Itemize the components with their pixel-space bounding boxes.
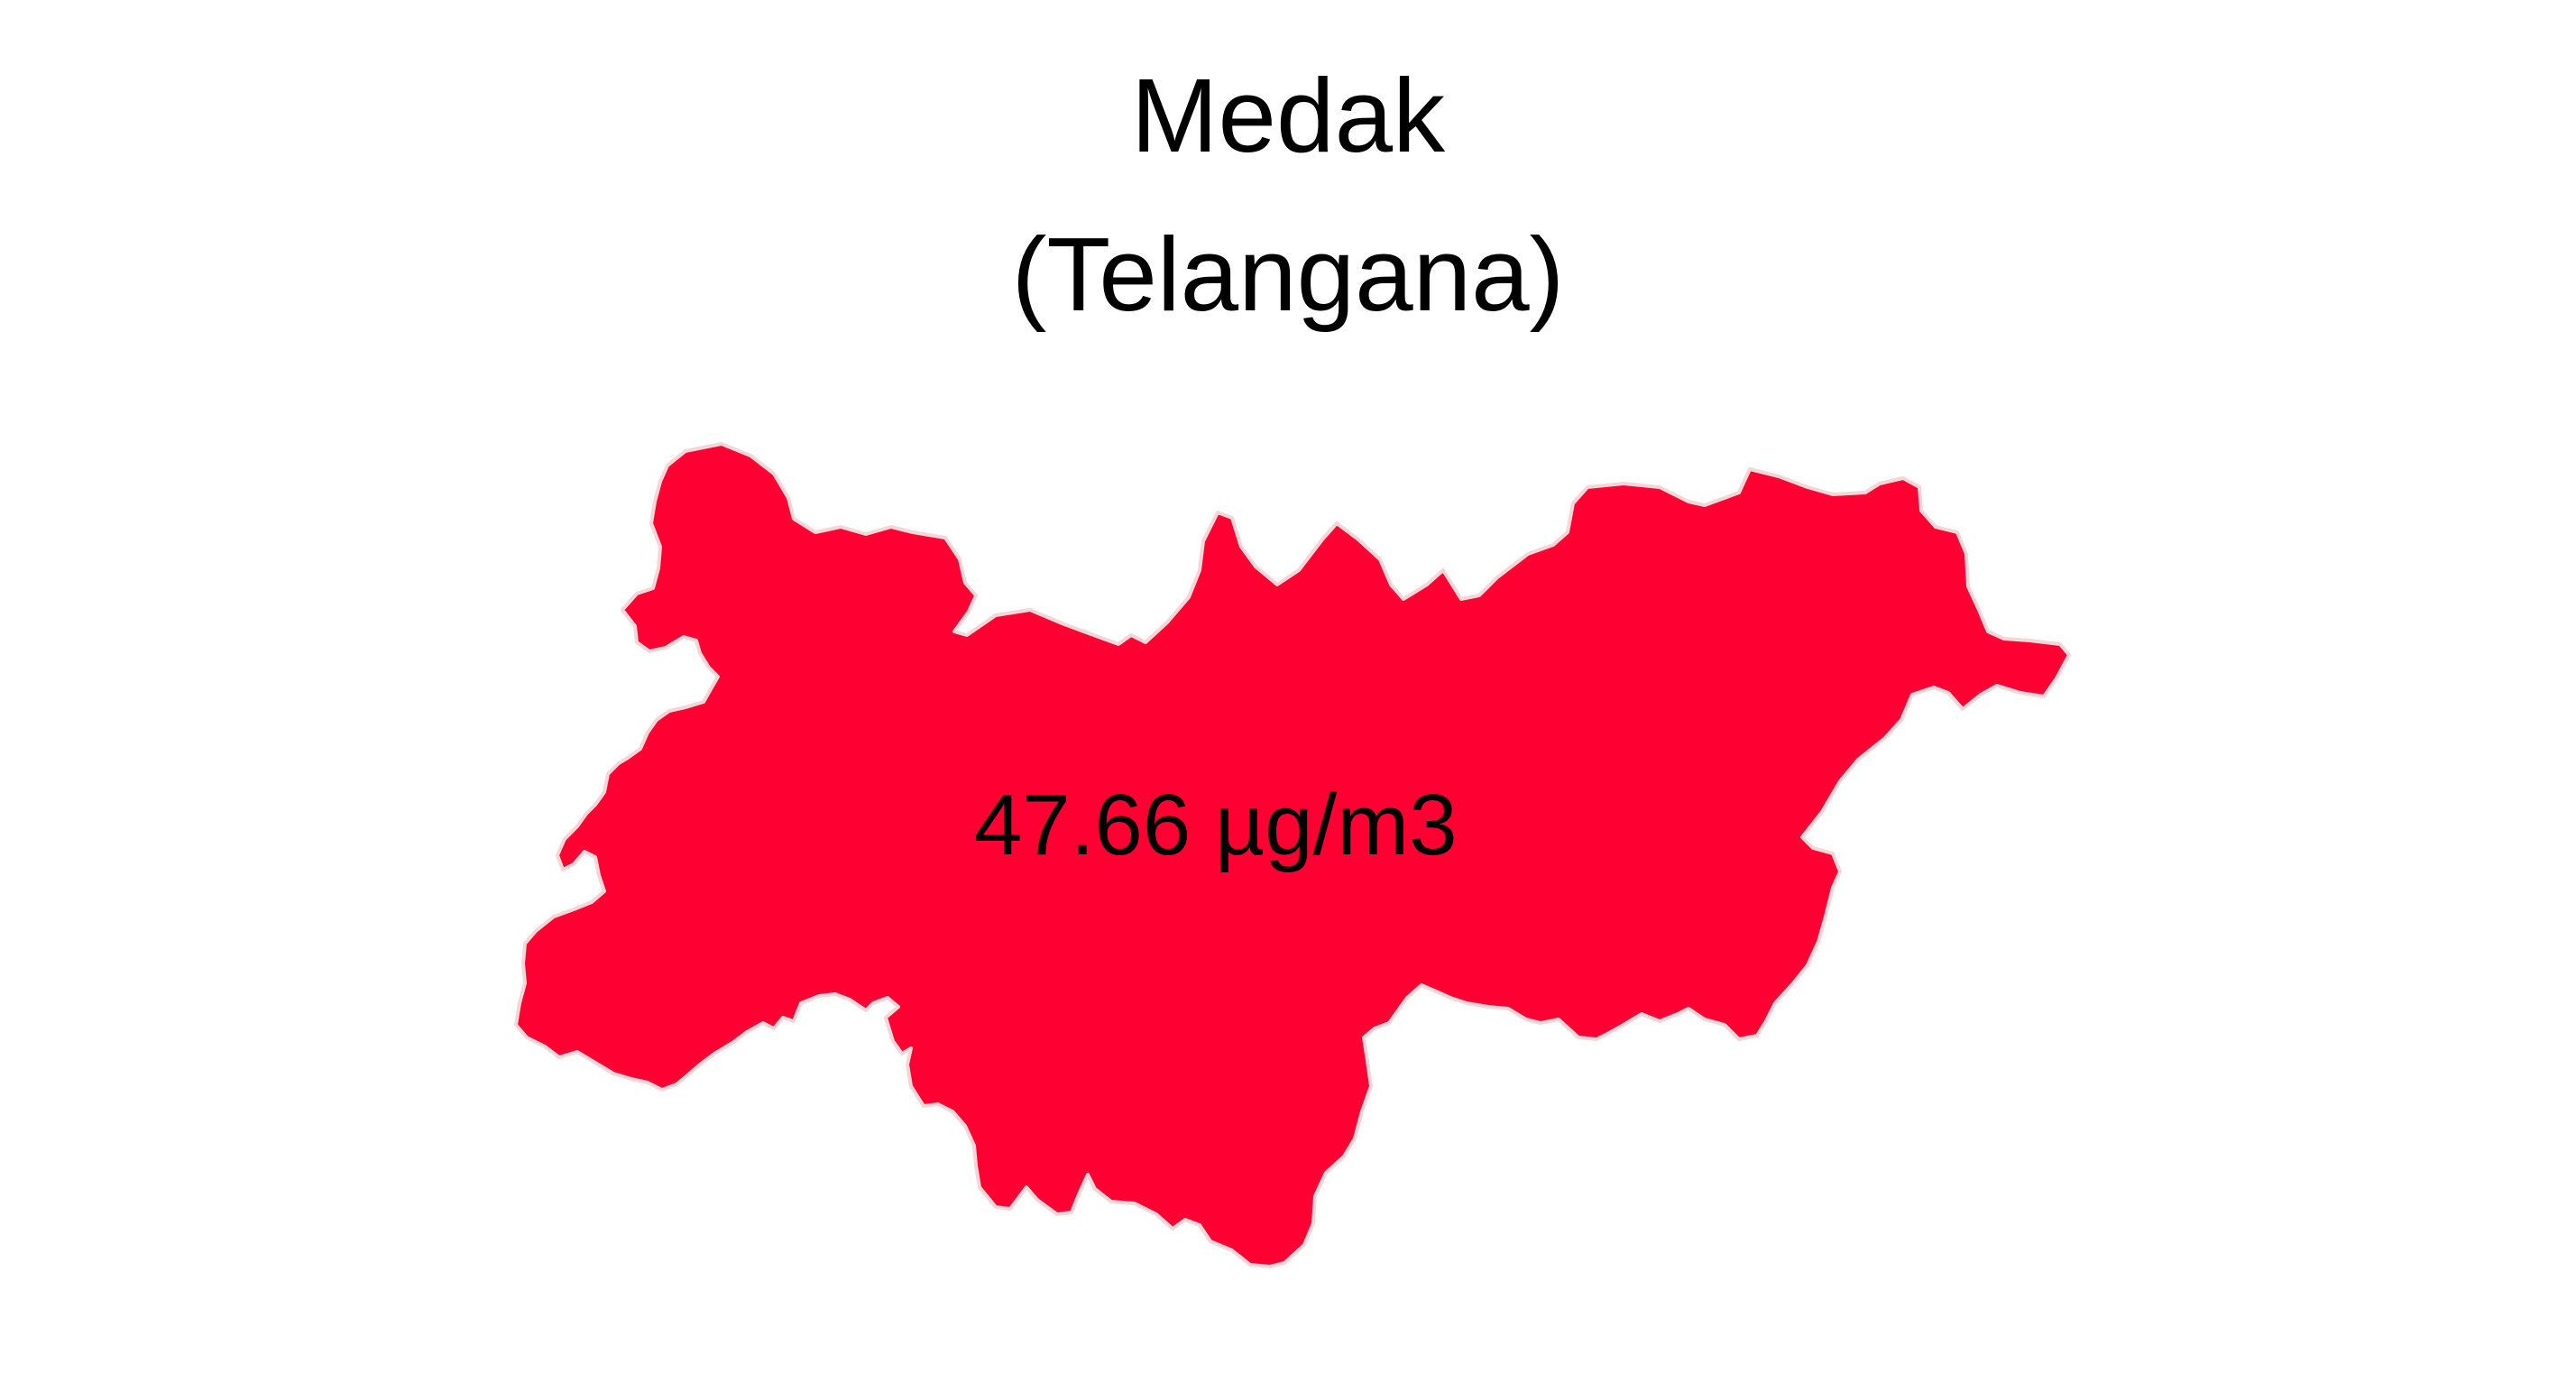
map-title-block: Medak (Telangana) — [0, 36, 2576, 354]
district-shape-medak — [514, 442, 2071, 1268]
map-title: Medak — [1130, 57, 1446, 174]
pollution-value-label: 47.66 µg/m3 — [974, 777, 1458, 873]
map-subtitle: (Telangana) — [1011, 216, 1565, 333]
